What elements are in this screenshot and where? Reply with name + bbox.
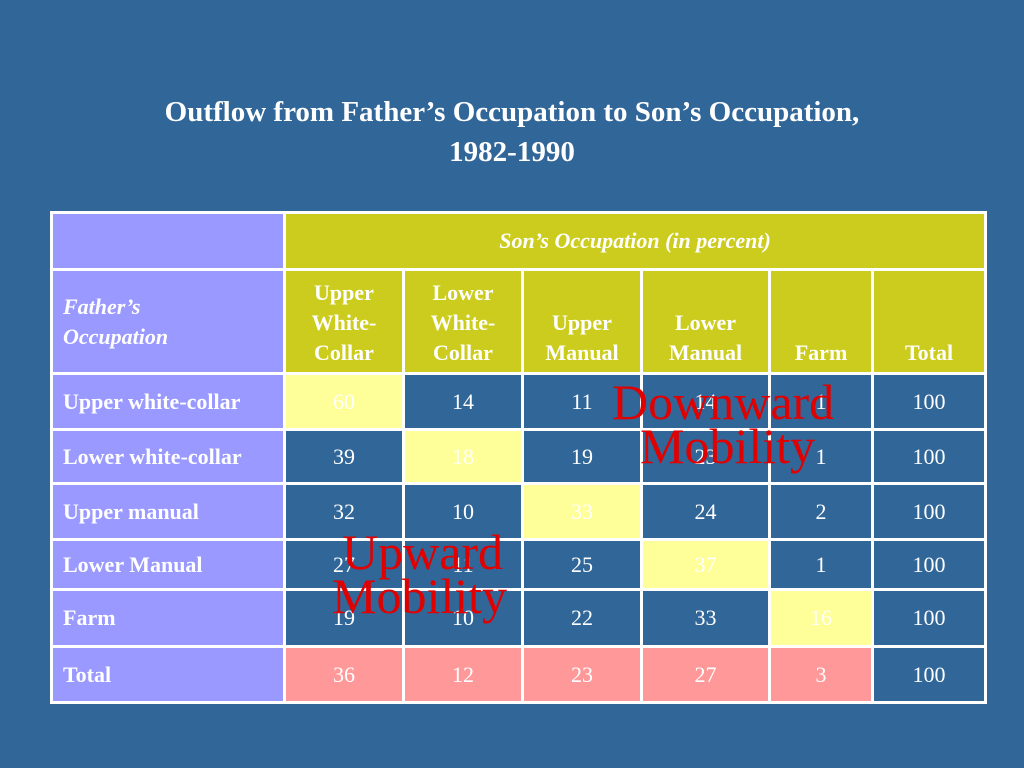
table-cell: 33 <box>521 482 643 541</box>
table-cell: 39 <box>283 428 405 485</box>
header-row-span: Son’s Occupation (in percent) <box>50 211 988 271</box>
table-cell: 1 <box>768 372 874 431</box>
row-label: Upper white-collar <box>50 372 286 431</box>
table-cell: 18 <box>402 428 524 485</box>
table-cell: 1 <box>768 428 874 485</box>
father-header-line-2: Occupation <box>63 323 169 349</box>
table-cell: 32 <box>283 482 405 541</box>
table-cell: 33 <box>640 588 771 648</box>
table-cell: 16 <box>768 588 874 648</box>
upward-line-2: Mobility <box>332 568 508 624</box>
table-cell: 37 <box>640 538 771 591</box>
table-cell: 100 <box>870 372 988 431</box>
table-cell: 36 <box>283 645 405 704</box>
table-cell: 100 <box>870 645 988 704</box>
table-cell: 14 <box>640 372 771 431</box>
mobility-table: Son’s Occupation (in percent) Father’s O… <box>50 211 988 704</box>
table-cell: 27 <box>640 645 771 704</box>
downward-mobility-annotation: Downward Mobility <box>612 374 835 474</box>
row-label: Lower Manual <box>50 538 286 591</box>
table-cell: 14 <box>402 372 524 431</box>
column-header-upper-manual: Upper Manual <box>521 268 643 375</box>
table-row: Farm 19 10 22 33 16 100 <box>50 588 988 648</box>
table-cell: 1 <box>768 538 874 591</box>
table-cell: 11 <box>402 538 524 591</box>
table-cell: 100 <box>870 538 988 591</box>
table-cell: 11 <box>521 372 643 431</box>
downward-line-1: Downward <box>612 374 835 430</box>
table-cell: 60 <box>283 372 405 431</box>
table-cell: 23 <box>640 428 771 485</box>
column-header-lower-manual: Lower Manual <box>640 268 771 375</box>
slide-title: Outflow from Father’s Occupation to Son’… <box>0 92 1024 172</box>
table-row: Lower Manual 27 11 25 37 1 100 <box>50 538 988 591</box>
upward-mobility-annotation: Upward Mobility <box>332 524 508 624</box>
table-cell: 23 <box>521 645 643 704</box>
row-label: Farm <box>50 588 286 648</box>
table-row: Upper manual 32 10 33 24 2 100 <box>50 482 988 541</box>
table-cell: 24 <box>640 482 771 541</box>
downward-line-2: Mobility <box>640 418 816 474</box>
title-line-2: 1982-1990 <box>449 136 575 168</box>
table-cell: 25 <box>521 538 643 591</box>
table-cell: 100 <box>870 482 988 541</box>
table-cell: 3 <box>768 645 874 704</box>
table-cell: 22 <box>521 588 643 648</box>
table-cell: 2 <box>768 482 874 541</box>
row-label: Lower white-collar <box>50 428 286 485</box>
upward-line-1: Upward <box>342 524 504 580</box>
total-row: Total 36 12 23 27 3 100 <box>50 645 988 704</box>
table-cell: 10 <box>402 588 524 648</box>
header-row-columns: Father’s Occupation Upper White- Collar … <box>50 268 988 375</box>
title-line-1: Outflow from Father’s Occupation to Son’… <box>164 96 860 128</box>
row-label-total: Total <box>50 645 286 704</box>
column-header-upper-white-collar: Upper White- Collar <box>283 268 405 375</box>
column-header-farm: Farm <box>768 268 874 375</box>
table-cell: 12 <box>402 645 524 704</box>
table-cell: 100 <box>870 428 988 485</box>
table-cell: 27 <box>283 538 405 591</box>
fathers-occupation-header: Father’s Occupation <box>50 268 286 375</box>
sons-occupation-header: Son’s Occupation (in percent) <box>282 211 988 271</box>
table-cell: 10 <box>402 482 524 541</box>
column-header-total: Total <box>870 268 988 375</box>
row-label: Upper manual <box>50 482 286 541</box>
column-header-lower-white-collar: Lower White- Collar <box>402 268 524 375</box>
table-cell: 19 <box>283 588 405 648</box>
corner-cell <box>50 211 286 271</box>
table-row: Lower white-collar 39 18 19 23 1 100 <box>50 428 988 485</box>
table-cell: 100 <box>870 588 988 648</box>
table-row: Upper white-collar 60 14 11 14 1 100 <box>50 372 988 431</box>
father-header-line-1: Father’s <box>63 293 141 319</box>
table-cell: 19 <box>521 428 643 485</box>
